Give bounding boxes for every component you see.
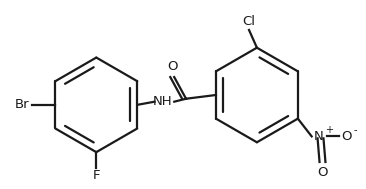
Text: O: O: [341, 130, 352, 143]
Text: +: +: [325, 125, 333, 136]
Text: Cl: Cl: [243, 15, 255, 28]
Text: Br: Br: [15, 98, 30, 111]
Text: F: F: [93, 169, 100, 182]
Text: O: O: [167, 60, 178, 73]
Text: -: -: [353, 125, 356, 136]
Text: NH: NH: [153, 95, 172, 108]
Text: N: N: [314, 130, 324, 143]
Text: O: O: [317, 166, 328, 179]
